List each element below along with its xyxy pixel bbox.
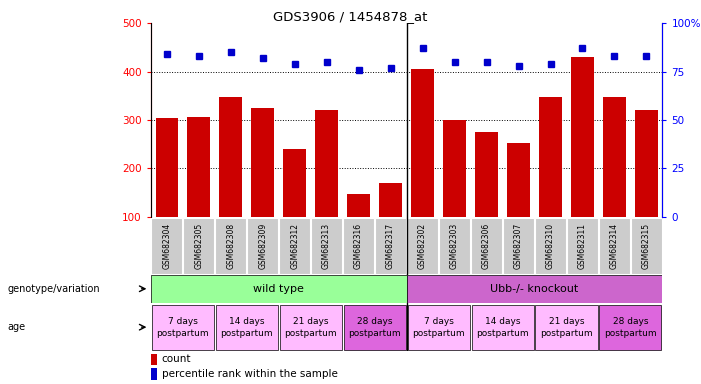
- Bar: [375, 218, 406, 274]
- Bar: [503, 218, 534, 274]
- Bar: [252, 108, 274, 217]
- Text: 28 days
postpartum: 28 days postpartum: [604, 317, 657, 338]
- Bar: [604, 97, 626, 217]
- Bar: [279, 218, 310, 274]
- Bar: [343, 218, 374, 274]
- Bar: [343, 305, 406, 350]
- Bar: [156, 118, 178, 217]
- Text: age: age: [7, 322, 25, 332]
- Bar: [599, 305, 662, 350]
- Text: GSM682309: GSM682309: [258, 223, 267, 269]
- Text: GDS3906 / 1454878_at: GDS3906 / 1454878_at: [273, 10, 428, 23]
- Bar: [471, 218, 502, 274]
- Text: Ubb-/- knockout: Ubb-/- knockout: [491, 284, 578, 294]
- Bar: [631, 218, 662, 274]
- Bar: [407, 305, 470, 350]
- Bar: [348, 194, 370, 217]
- Bar: [247, 218, 278, 274]
- Bar: [535, 218, 566, 274]
- Bar: [567, 218, 598, 274]
- Text: GSM682316: GSM682316: [354, 223, 363, 269]
- Text: wild type: wild type: [253, 284, 304, 294]
- Text: 14 days
postpartum: 14 days postpartum: [220, 317, 273, 338]
- Bar: [315, 110, 338, 217]
- Bar: [215, 218, 246, 274]
- Text: 14 days
postpartum: 14 days postpartum: [476, 317, 529, 338]
- Text: genotype/variation: genotype/variation: [7, 284, 100, 294]
- Bar: [151, 354, 156, 365]
- Text: 7 days
postpartum: 7 days postpartum: [412, 317, 465, 338]
- Bar: [472, 305, 533, 350]
- Text: 7 days
postpartum: 7 days postpartum: [156, 317, 209, 338]
- Text: GSM682307: GSM682307: [514, 223, 523, 269]
- Bar: [187, 117, 210, 217]
- Bar: [151, 368, 156, 380]
- Text: GSM682303: GSM682303: [450, 223, 459, 269]
- Bar: [571, 57, 594, 217]
- Text: 21 days
postpartum: 21 days postpartum: [285, 317, 337, 338]
- Bar: [151, 305, 214, 350]
- Bar: [508, 143, 530, 217]
- Text: GSM682310: GSM682310: [546, 223, 555, 269]
- Text: GSM682302: GSM682302: [418, 223, 427, 269]
- Bar: [219, 97, 242, 217]
- Bar: [216, 305, 278, 350]
- Text: GSM682312: GSM682312: [290, 223, 299, 269]
- Bar: [280, 305, 341, 350]
- Bar: [151, 218, 182, 274]
- Bar: [475, 132, 498, 217]
- Text: GSM682304: GSM682304: [162, 223, 171, 269]
- Text: GSM682305: GSM682305: [194, 223, 203, 269]
- Bar: [411, 69, 434, 217]
- Bar: [440, 218, 470, 274]
- Bar: [536, 305, 597, 350]
- Text: count: count: [162, 354, 191, 364]
- Text: GSM682315: GSM682315: [642, 223, 651, 269]
- Bar: [151, 275, 407, 303]
- Bar: [311, 218, 342, 274]
- Bar: [407, 218, 438, 274]
- Text: 28 days
postpartum: 28 days postpartum: [348, 317, 401, 338]
- Bar: [443, 120, 465, 217]
- Text: 21 days
postpartum: 21 days postpartum: [540, 317, 593, 338]
- Text: percentile rank within the sample: percentile rank within the sample: [162, 369, 338, 379]
- Bar: [539, 97, 562, 217]
- Bar: [184, 218, 214, 274]
- Bar: [599, 218, 629, 274]
- Bar: [407, 275, 662, 303]
- Text: GSM682311: GSM682311: [578, 223, 587, 269]
- Text: GSM682313: GSM682313: [322, 223, 331, 269]
- Text: GSM682317: GSM682317: [386, 223, 395, 269]
- Text: GSM682306: GSM682306: [482, 223, 491, 269]
- Bar: [635, 110, 658, 217]
- Bar: [379, 183, 402, 217]
- Text: GSM682314: GSM682314: [610, 223, 619, 269]
- Bar: [283, 149, 306, 217]
- Text: GSM682308: GSM682308: [226, 223, 235, 269]
